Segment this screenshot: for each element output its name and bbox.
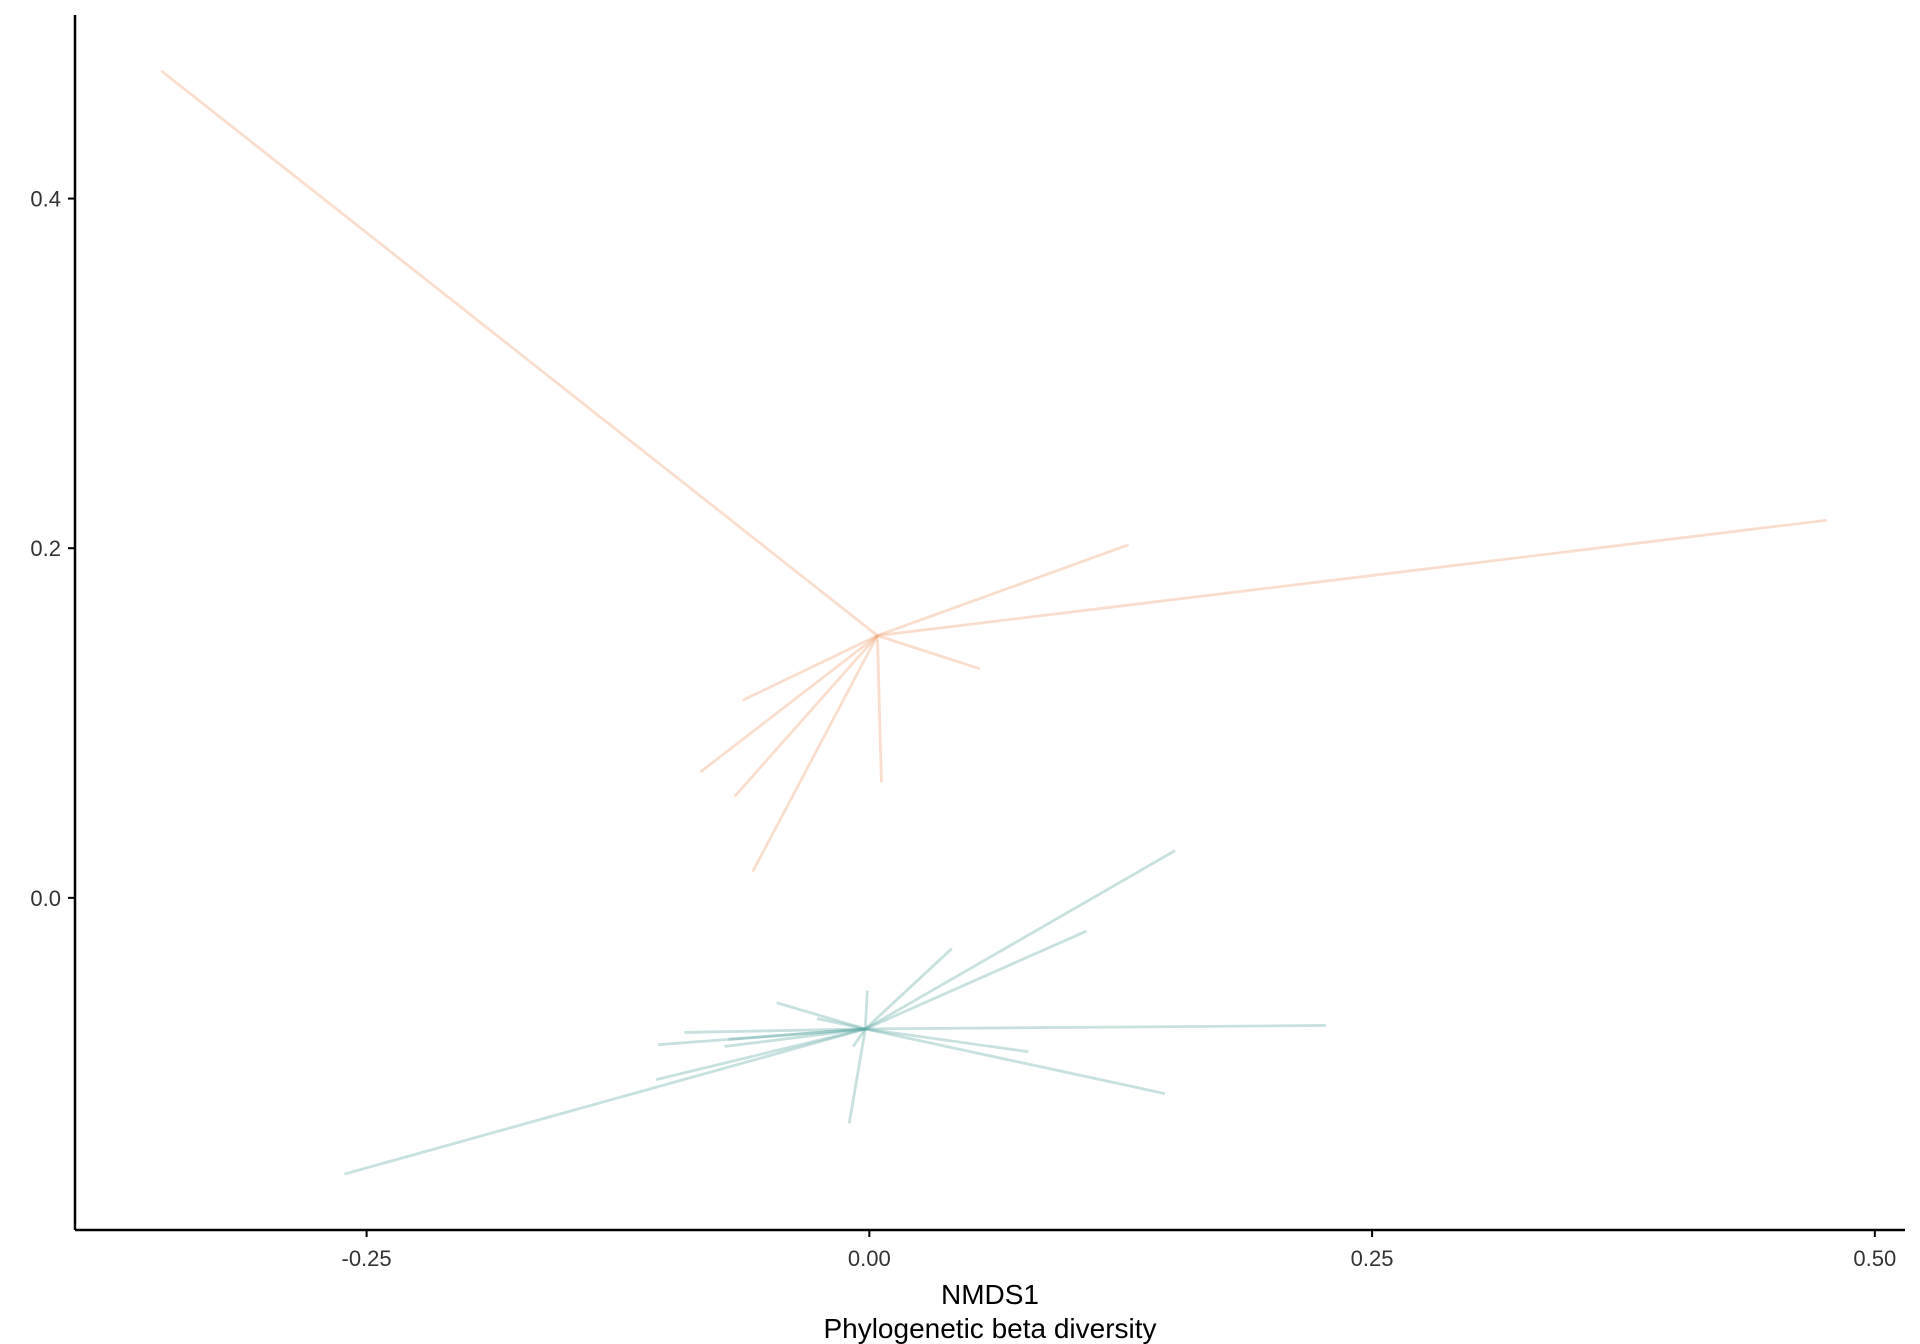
- spoke-group2-16: [847, 1028, 867, 1124]
- spoke-group1-1: [160, 69, 879, 637]
- spoke-group2-5: [776, 1001, 866, 1031]
- x-tick-label: 0.50: [1853, 1246, 1896, 1271]
- y-tick-label: 0.4: [30, 187, 61, 212]
- spoke-group2-12: [865, 1027, 1029, 1054]
- spoke-group2-3: [864, 947, 953, 1030]
- spoke-group2-8: [865, 1024, 1326, 1031]
- x-axis-subtitle: Phylogenetic beta diversity: [823, 1313, 1156, 1344]
- x-tick-label: 0.00: [848, 1246, 891, 1271]
- spoke-group2-2: [864, 929, 1088, 1031]
- x-tick-label: -0.25: [342, 1246, 392, 1271]
- spoke-group1-3: [876, 543, 1130, 637]
- spoke-group2-7: [684, 1027, 866, 1034]
- spoke-group1-5: [742, 634, 878, 702]
- y-tick-label: 0.2: [30, 536, 61, 561]
- spoke-group2-4: [863, 990, 869, 1030]
- spoke-group1-4: [876, 634, 981, 671]
- spoke-group1-2: [877, 518, 1827, 638]
- spoke-group2-13: [852, 1028, 867, 1048]
- y-axis-ticks: 0.0 0.2 0.4: [30, 187, 75, 911]
- spoke-group2-6: [816, 1017, 866, 1031]
- spoke-group2-17: [344, 1027, 866, 1176]
- spoke-group2-1: [864, 849, 1176, 1031]
- spoke-group1-9: [751, 634, 879, 873]
- spoke-group1-8: [875, 635, 883, 783]
- spoke-group2-15: [865, 1027, 1166, 1096]
- y-tick-label: 0.0: [30, 886, 61, 911]
- x-tick-label: 0.25: [1351, 1246, 1394, 1271]
- spoke-group2-10: [658, 1027, 866, 1047]
- spoke-group1-7: [733, 634, 879, 798]
- spoke-group1-6: [699, 634, 879, 774]
- spoke-group2-11: [724, 1027, 866, 1048]
- spoke-group2-14: [655, 1027, 866, 1082]
- spoke-layer: [160, 69, 1827, 1176]
- x-axis-title: NMDS1: [941, 1279, 1039, 1310]
- spoke-group2-9: [728, 1027, 866, 1041]
- x-axis-ticks: -0.25 0.00 0.25 0.50: [342, 1230, 1896, 1271]
